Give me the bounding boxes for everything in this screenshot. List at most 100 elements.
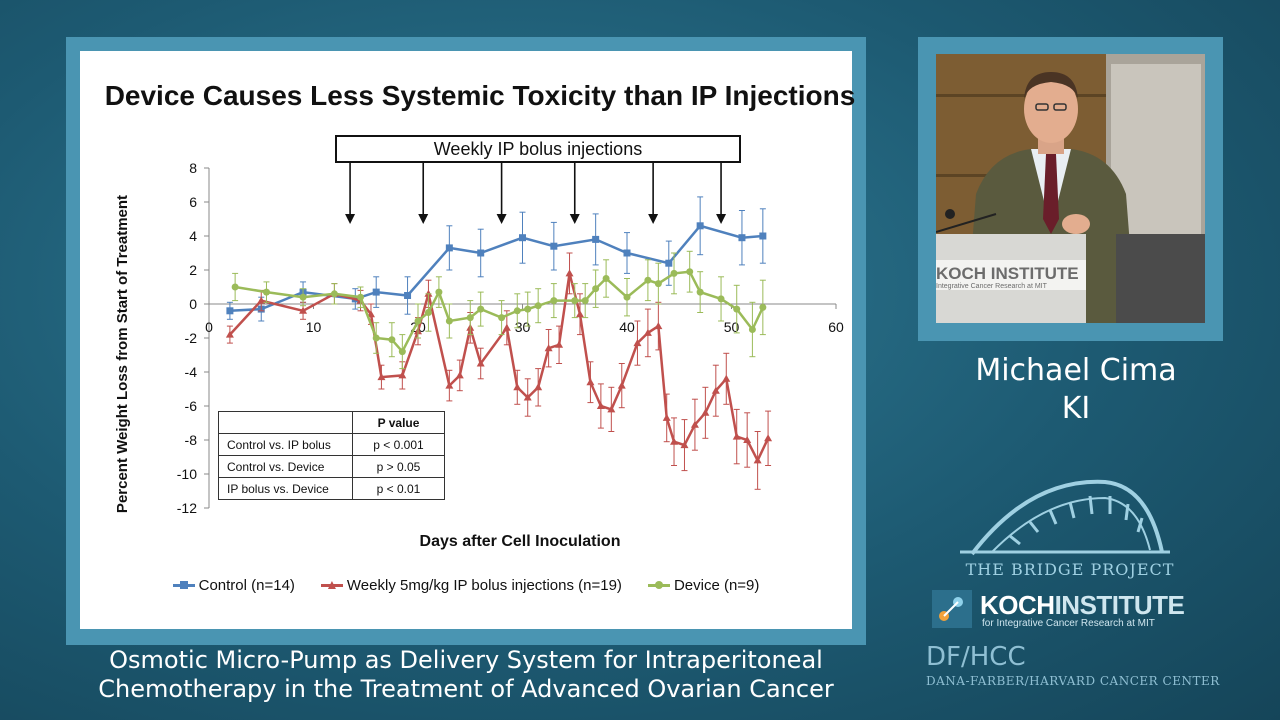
data-point <box>592 285 600 293</box>
sponsor-logos: THE BRIDGE PROJECT KOCHINSTITUTE for Int… <box>920 478 1230 698</box>
table-cell: IP bolus vs. Device <box>218 477 353 500</box>
speaker-video: KOCH INSTITUTE Integrative Cancer Resear… <box>936 54 1205 323</box>
data-point <box>607 405 616 413</box>
data-point <box>445 317 453 325</box>
data-point <box>738 234 746 242</box>
data-point <box>445 244 453 252</box>
y-tick-label: 8 <box>189 160 197 176</box>
data-point <box>690 420 699 428</box>
data-point <box>513 307 521 315</box>
legend-label: Weekly 5mg/kg IP bolus injections (n=19) <box>346 577 622 594</box>
data-point <box>654 280 662 288</box>
data-point <box>623 249 631 257</box>
x-tick-label: 10 <box>306 319 322 335</box>
data-point <box>654 322 663 330</box>
data-point <box>435 288 443 296</box>
legend-label: Device (n=9) <box>673 577 760 594</box>
data-point <box>398 348 406 356</box>
data-point <box>534 302 542 310</box>
y-tick-label: -6 <box>185 398 198 414</box>
table-row: Control vs. Device p > 0.05 <box>218 455 445 478</box>
legend-swatch-ip-bolus <box>320 581 343 589</box>
slide: Device Causes Less Systemic Toxicity tha… <box>80 51 855 629</box>
y-tick-label: 6 <box>189 194 197 210</box>
data-point <box>764 434 773 442</box>
legend-item-ip-bolus: Weekly 5mg/kg IP bolus injections (n=19) <box>320 577 622 594</box>
caption-line: Osmotic Micro-Pump as Delivery System fo… <box>109 646 823 674</box>
slide-frame: Device Causes Less Systemic Toxicity tha… <box>66 37 866 645</box>
talk-caption: Osmotic Micro-Pump as Delivery System fo… <box>66 646 866 704</box>
data-point <box>424 309 432 316</box>
p-value-table: P value Control vs. IP bolus p < 0.001 C… <box>218 411 445 500</box>
data-point <box>225 330 234 338</box>
data-point <box>717 295 725 303</box>
table-row: Control vs. IP bolus p < 0.001 <box>218 433 445 456</box>
data-point <box>550 242 558 250</box>
koch-title: KOCHINSTITUTE <box>980 590 1185 621</box>
series-line-0 <box>229 224 763 313</box>
injection-arrowhead <box>345 214 356 224</box>
data-point <box>711 386 720 394</box>
y-tick-label: -8 <box>185 432 198 448</box>
data-point <box>670 437 679 445</box>
injection-arrowhead <box>418 214 429 224</box>
data-point <box>596 402 605 409</box>
data-point <box>550 297 558 305</box>
data-point <box>498 314 506 322</box>
data-point <box>534 383 543 391</box>
speaker-video-image: KOCH INSTITUTE Integrative Cancer Resear… <box>936 54 1205 323</box>
series-line-1 <box>228 273 770 464</box>
chart-legend: Control (n=14) Weekly 5mg/kg IP bolus in… <box>80 577 852 594</box>
dfhcc-logo: DF/HCC <box>926 642 1026 672</box>
data-point <box>602 275 610 282</box>
data-point <box>571 297 579 305</box>
data-point <box>743 436 752 443</box>
data-point <box>662 413 671 421</box>
data-point <box>366 310 375 318</box>
data-point <box>733 305 741 313</box>
data-point <box>524 305 532 313</box>
data-point <box>476 359 485 367</box>
x-tick-label: 30 <box>515 319 531 335</box>
data-point <box>586 378 595 386</box>
data-point <box>231 283 239 291</box>
data-point <box>592 235 600 243</box>
speaker-name: Michael Cima <box>975 353 1177 388</box>
koch-institute-logo: KOCHINSTITUTE for Integrative Cancer Res… <box>932 590 1222 630</box>
data-point <box>404 292 412 299</box>
data-point <box>732 432 741 440</box>
bridge-project-label: THE BRIDGE PROJECT <box>965 560 1175 579</box>
data-point <box>226 307 234 315</box>
table-cell: p > 0.05 <box>352 455 445 478</box>
x-tick-label: 0 <box>205 319 213 335</box>
data-point <box>372 288 380 296</box>
data-point <box>502 323 511 331</box>
data-point <box>424 289 433 297</box>
y-axis-label: Percent Weight Loss from Start of Treatm… <box>114 194 131 514</box>
data-point <box>388 336 396 344</box>
table-cell: p < 0.001 <box>352 433 445 456</box>
table-header-cell: P value <box>352 411 445 434</box>
data-point <box>753 456 762 464</box>
data-point <box>414 317 422 325</box>
data-point <box>513 383 522 391</box>
data-point <box>357 293 365 301</box>
data-point <box>477 249 485 257</box>
data-point <box>643 328 652 336</box>
data-point <box>759 232 767 240</box>
data-point <box>665 259 673 267</box>
x-tick-label: 50 <box>724 319 740 335</box>
data-point <box>701 408 710 416</box>
data-point <box>644 276 652 284</box>
speaker-video-frame: KOCH INSTITUTE Integrative Cancer Resear… <box>918 37 1223 341</box>
data-point <box>696 222 704 230</box>
y-tick-label: 0 <box>189 296 197 312</box>
data-point <box>257 296 266 304</box>
data-point <box>575 310 584 318</box>
legend-item-device: Device (n=9) <box>647 577 760 594</box>
speaker-affiliation: KI <box>1061 391 1091 426</box>
data-point <box>445 381 454 389</box>
data-point <box>466 314 474 322</box>
data-point <box>581 297 589 305</box>
